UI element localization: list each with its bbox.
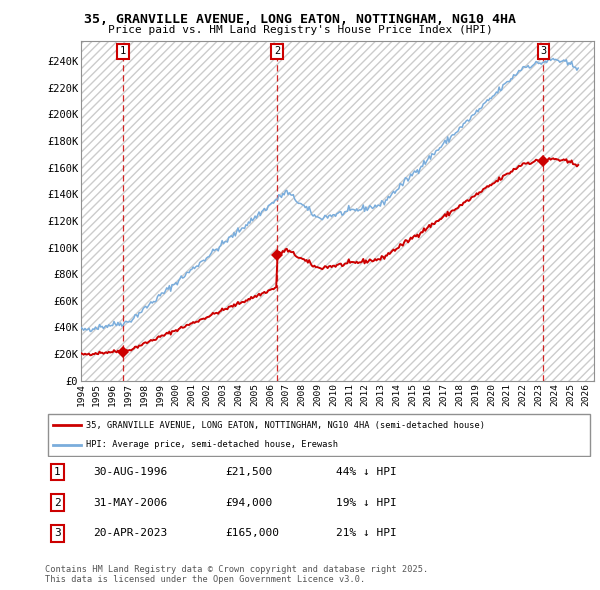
Text: £21,500: £21,500 bbox=[225, 467, 272, 477]
Text: 44% ↓ HPI: 44% ↓ HPI bbox=[336, 467, 397, 477]
Text: 35, GRANVILLE AVENUE, LONG EATON, NOTTINGHAM, NG10 4HA (semi-detached house): 35, GRANVILLE AVENUE, LONG EATON, NOTTIN… bbox=[86, 421, 485, 430]
Text: Contains HM Land Registry data © Crown copyright and database right 2025.
This d: Contains HM Land Registry data © Crown c… bbox=[45, 565, 428, 584]
Text: 3: 3 bbox=[541, 47, 547, 57]
Text: £165,000: £165,000 bbox=[225, 529, 279, 538]
FancyBboxPatch shape bbox=[48, 414, 590, 456]
Text: £94,000: £94,000 bbox=[225, 498, 272, 507]
Text: 2: 2 bbox=[274, 47, 280, 57]
Text: HPI: Average price, semi-detached house, Erewash: HPI: Average price, semi-detached house,… bbox=[86, 440, 338, 450]
Text: 35, GRANVILLE AVENUE, LONG EATON, NOTTINGHAM, NG10 4HA: 35, GRANVILLE AVENUE, LONG EATON, NOTTIN… bbox=[84, 13, 516, 26]
Text: 21% ↓ HPI: 21% ↓ HPI bbox=[336, 529, 397, 538]
Text: 1: 1 bbox=[120, 47, 126, 57]
Text: 19% ↓ HPI: 19% ↓ HPI bbox=[336, 498, 397, 507]
Text: 31-MAY-2006: 31-MAY-2006 bbox=[93, 498, 167, 507]
Text: 20-APR-2023: 20-APR-2023 bbox=[93, 529, 167, 538]
Text: 2: 2 bbox=[54, 498, 61, 507]
Text: 1: 1 bbox=[54, 467, 61, 477]
Text: 30-AUG-1996: 30-AUG-1996 bbox=[93, 467, 167, 477]
Text: Price paid vs. HM Land Registry's House Price Index (HPI): Price paid vs. HM Land Registry's House … bbox=[107, 25, 493, 35]
Text: 3: 3 bbox=[54, 529, 61, 538]
